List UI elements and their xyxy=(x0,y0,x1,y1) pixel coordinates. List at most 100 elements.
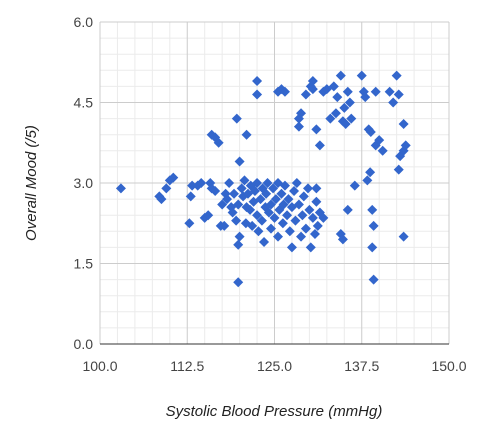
data-point xyxy=(303,183,314,194)
data-point xyxy=(363,124,374,135)
data-point xyxy=(391,70,402,81)
y-tick-label: 6.0 xyxy=(74,14,94,30)
data-point xyxy=(252,178,263,188)
data-point xyxy=(360,92,371,103)
data-point xyxy=(307,76,318,87)
data-point xyxy=(300,89,311,100)
x-tick-label: 137.5 xyxy=(344,358,379,374)
data-point xyxy=(277,218,288,229)
data-point xyxy=(234,156,245,167)
data-point xyxy=(307,212,318,223)
data-point xyxy=(231,113,242,124)
data-point xyxy=(309,228,320,239)
data-point xyxy=(368,220,379,231)
data-point xyxy=(312,220,323,231)
data-point xyxy=(261,188,272,199)
data-point xyxy=(368,274,379,285)
data-point xyxy=(286,242,297,253)
data-point xyxy=(398,118,409,129)
data-point xyxy=(374,135,385,146)
data-point xyxy=(311,183,322,194)
data-point xyxy=(293,121,304,132)
data-point xyxy=(367,204,378,215)
data-point xyxy=(217,199,228,210)
data-point xyxy=(307,84,318,95)
data-point xyxy=(196,178,207,188)
data-point xyxy=(311,124,322,135)
data-point xyxy=(249,186,260,197)
data-point xyxy=(233,277,244,288)
data-point xyxy=(296,231,307,242)
data-point xyxy=(367,242,378,253)
data-point xyxy=(298,191,309,202)
data-point xyxy=(236,183,247,194)
data-point xyxy=(314,140,325,151)
data-point xyxy=(259,237,270,248)
data-point xyxy=(290,215,301,226)
data-point xyxy=(253,226,264,237)
x-tick-label: 150.0 xyxy=(431,358,466,374)
y-tick-label: 4.5 xyxy=(74,95,94,111)
data-point xyxy=(229,188,240,199)
data-point xyxy=(297,210,308,221)
data-point xyxy=(330,108,341,119)
data-point xyxy=(393,164,404,175)
data-point xyxy=(252,76,263,87)
data-point xyxy=(296,108,307,119)
data-point xyxy=(263,207,274,218)
data-point xyxy=(255,194,266,205)
data-point xyxy=(337,234,348,245)
y-axis-title: Overall Mood (/5) xyxy=(23,125,40,241)
data-point xyxy=(245,204,256,215)
data-point xyxy=(213,137,224,148)
data-point xyxy=(356,70,367,81)
data-point xyxy=(332,92,343,103)
data-point xyxy=(304,204,315,215)
x-tick-label: 112.5 xyxy=(170,358,204,374)
data-point xyxy=(210,186,221,197)
data-point xyxy=(231,215,242,226)
data-point xyxy=(115,183,126,194)
data-point xyxy=(219,220,230,231)
data-point xyxy=(344,97,355,108)
data-point xyxy=(365,167,376,178)
data-point xyxy=(203,210,214,221)
data-point xyxy=(187,180,198,191)
data-point xyxy=(252,210,263,221)
data-point xyxy=(293,199,304,210)
data-point xyxy=(279,180,290,191)
data-point xyxy=(335,70,346,81)
data-point xyxy=(270,194,281,205)
data-point xyxy=(283,194,294,205)
data-point xyxy=(388,97,399,108)
x-axis-title: Systolic Blood Pressure (mmHg) xyxy=(166,403,383,420)
data-point xyxy=(269,212,280,223)
data-point xyxy=(384,86,395,97)
data-point xyxy=(276,188,287,199)
data-point xyxy=(289,186,300,197)
data-point xyxy=(256,215,267,226)
data-point xyxy=(398,231,409,242)
data-point xyxy=(272,231,283,242)
y-axis-ticks: 0.0 1.5 3.0 4.5 6.0 xyxy=(74,14,94,352)
data-point xyxy=(233,239,244,250)
data-point xyxy=(262,178,273,188)
data-point xyxy=(328,81,339,92)
data-point xyxy=(234,231,245,242)
data-point xyxy=(161,183,172,194)
data-point xyxy=(266,199,277,210)
data-point xyxy=(400,140,411,151)
data-point xyxy=(247,220,258,231)
data-point xyxy=(184,218,195,229)
data-point xyxy=(377,145,388,156)
data-point xyxy=(239,175,250,186)
data-point xyxy=(227,207,238,218)
y-tick-label: 0.0 xyxy=(74,336,94,352)
data-point xyxy=(300,223,311,234)
data-point xyxy=(222,194,233,205)
data-point xyxy=(233,199,244,210)
data-point xyxy=(349,180,360,191)
data-point xyxy=(346,113,357,124)
data-point xyxy=(282,210,293,221)
